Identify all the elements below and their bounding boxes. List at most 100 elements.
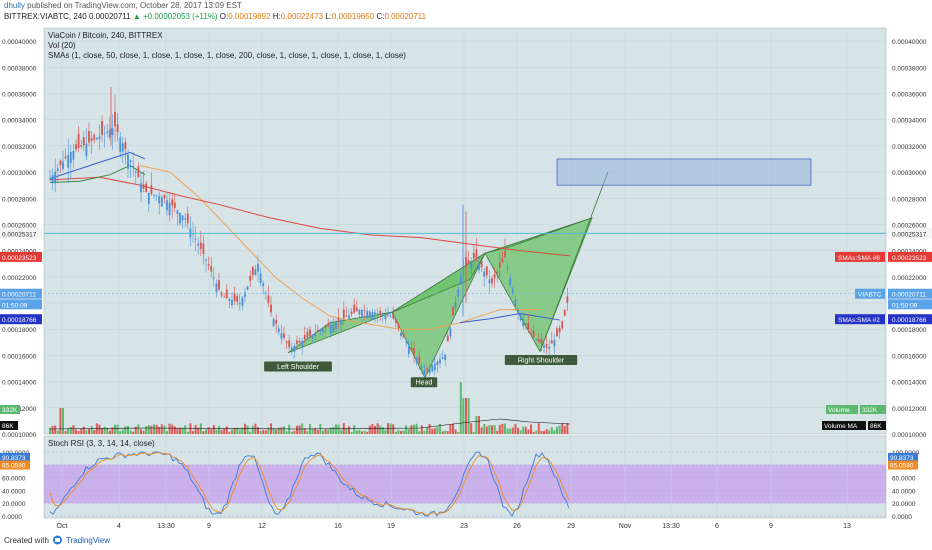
candle bbox=[316, 329, 319, 332]
legend-title: ViaCoin / Bitcoin, 240, BITTREX bbox=[48, 31, 163, 40]
candle bbox=[444, 354, 447, 360]
candle bbox=[114, 111, 116, 127]
candle bbox=[506, 267, 509, 269]
candle bbox=[116, 124, 119, 132]
candle bbox=[537, 339, 540, 342]
volume-bar bbox=[524, 426, 527, 434]
volume-bar bbox=[345, 427, 348, 434]
price-badge-right bbox=[888, 228, 932, 239]
candle bbox=[236, 295, 239, 303]
volume-bar bbox=[548, 430, 551, 434]
legend-vol: Vol (20) bbox=[48, 41, 76, 50]
volume-bar bbox=[394, 431, 397, 434]
volume-bar bbox=[368, 425, 371, 434]
candle bbox=[181, 215, 184, 221]
candle bbox=[119, 137, 122, 152]
candle bbox=[397, 323, 400, 328]
candle bbox=[142, 184, 145, 189]
volume-bar bbox=[166, 431, 168, 434]
price-badge-left bbox=[0, 314, 42, 325]
candle bbox=[467, 260, 470, 264]
volume-bar bbox=[322, 430, 324, 434]
author-link[interactable]: dhully bbox=[4, 1, 25, 10]
volume-bar bbox=[504, 423, 506, 434]
y-tick-label: 0.00030000 bbox=[892, 170, 927, 177]
volume-bar bbox=[436, 426, 439, 434]
candle bbox=[345, 315, 348, 317]
candle bbox=[176, 210, 179, 214]
candle bbox=[428, 367, 431, 374]
x-tick-label: 13:30 bbox=[662, 523, 680, 530]
price-chart[interactable]: 0.00040000 0.00038000 0.00036000 0.00034000… bbox=[0, 26, 932, 532]
x-tick-label: 13 bbox=[843, 523, 851, 530]
y-tick-label: 0.00014000 bbox=[892, 380, 927, 387]
volume-bar bbox=[306, 431, 309, 434]
volume-bar bbox=[381, 427, 384, 434]
volume-bar bbox=[153, 424, 155, 434]
volume-bar bbox=[228, 431, 231, 434]
candle bbox=[270, 304, 272, 313]
candle bbox=[389, 315, 392, 317]
stoch-d-line bbox=[49, 452, 570, 516]
y-tick-label: 0.00028000 bbox=[2, 196, 37, 203]
candle bbox=[431, 365, 434, 372]
candle bbox=[160, 197, 163, 207]
candle bbox=[556, 328, 558, 337]
series-tag bbox=[835, 251, 885, 262]
candle bbox=[371, 312, 374, 319]
volume-bar bbox=[493, 425, 496, 434]
volume-bar bbox=[140, 429, 142, 434]
candle bbox=[88, 131, 90, 143]
candle bbox=[290, 347, 293, 351]
volume-bar bbox=[527, 429, 530, 434]
volume-bar bbox=[168, 423, 171, 434]
volume-bar bbox=[517, 427, 519, 434]
volume-ma-label-left: 86K bbox=[2, 423, 14, 430]
x-tick-label: 9 bbox=[769, 523, 773, 530]
candle bbox=[485, 266, 488, 276]
volume-bar bbox=[441, 431, 444, 434]
volume-bar bbox=[49, 427, 51, 434]
candle bbox=[381, 314, 384, 316]
rsi-tick-label: 0.0000 bbox=[892, 514, 912, 521]
volume-bar bbox=[485, 426, 488, 434]
volume-bar bbox=[111, 427, 114, 434]
created-with: Created with bbox=[4, 536, 49, 545]
candle bbox=[446, 335, 449, 342]
volume-bar bbox=[51, 425, 54, 434]
volume-bar bbox=[550, 427, 553, 434]
volume-bar bbox=[298, 425, 301, 434]
volume-bar bbox=[389, 423, 392, 434]
candle bbox=[140, 182, 142, 193]
volume-bar bbox=[264, 430, 267, 434]
y-tick-label: 0.00032000 bbox=[2, 144, 37, 151]
y-tick-label: 0.00028000 bbox=[892, 196, 927, 203]
volume-bar bbox=[72, 425, 75, 434]
candle bbox=[457, 289, 460, 297]
candle bbox=[332, 323, 335, 332]
rsi-tick-label: 20.0000 bbox=[892, 501, 916, 508]
candle bbox=[519, 314, 522, 321]
volume-bar bbox=[77, 430, 80, 434]
volume-bar bbox=[147, 425, 150, 434]
candle bbox=[205, 259, 207, 261]
candle bbox=[223, 296, 226, 298]
volume-bar bbox=[543, 430, 545, 434]
tradingview-link[interactable]: TradingView bbox=[66, 536, 111, 545]
volume-bar bbox=[173, 426, 176, 434]
candle bbox=[511, 288, 514, 294]
price-badge-right bbox=[888, 251, 932, 262]
y-axis-right: 0.00040000 0.00038000 0.00036000 0.00034000… bbox=[892, 39, 927, 521]
stoch-d-badge-left-bg bbox=[0, 460, 30, 470]
candle bbox=[210, 266, 213, 272]
candle bbox=[158, 196, 161, 204]
volume-bar bbox=[413, 424, 415, 434]
y-tick-label: 0.00026000 bbox=[892, 222, 927, 229]
x-axis: Oct 4 13:30 9 12 16 19 23 26 29 Nov 13:30 6 9 13 bbox=[57, 523, 851, 530]
price-panel[interactable] bbox=[43, 27, 887, 435]
candle bbox=[337, 317, 340, 321]
y-tick-label: 0.00016000 bbox=[892, 353, 927, 360]
volume-bar bbox=[257, 427, 259, 434]
candle bbox=[415, 358, 418, 363]
candle bbox=[132, 165, 135, 168]
